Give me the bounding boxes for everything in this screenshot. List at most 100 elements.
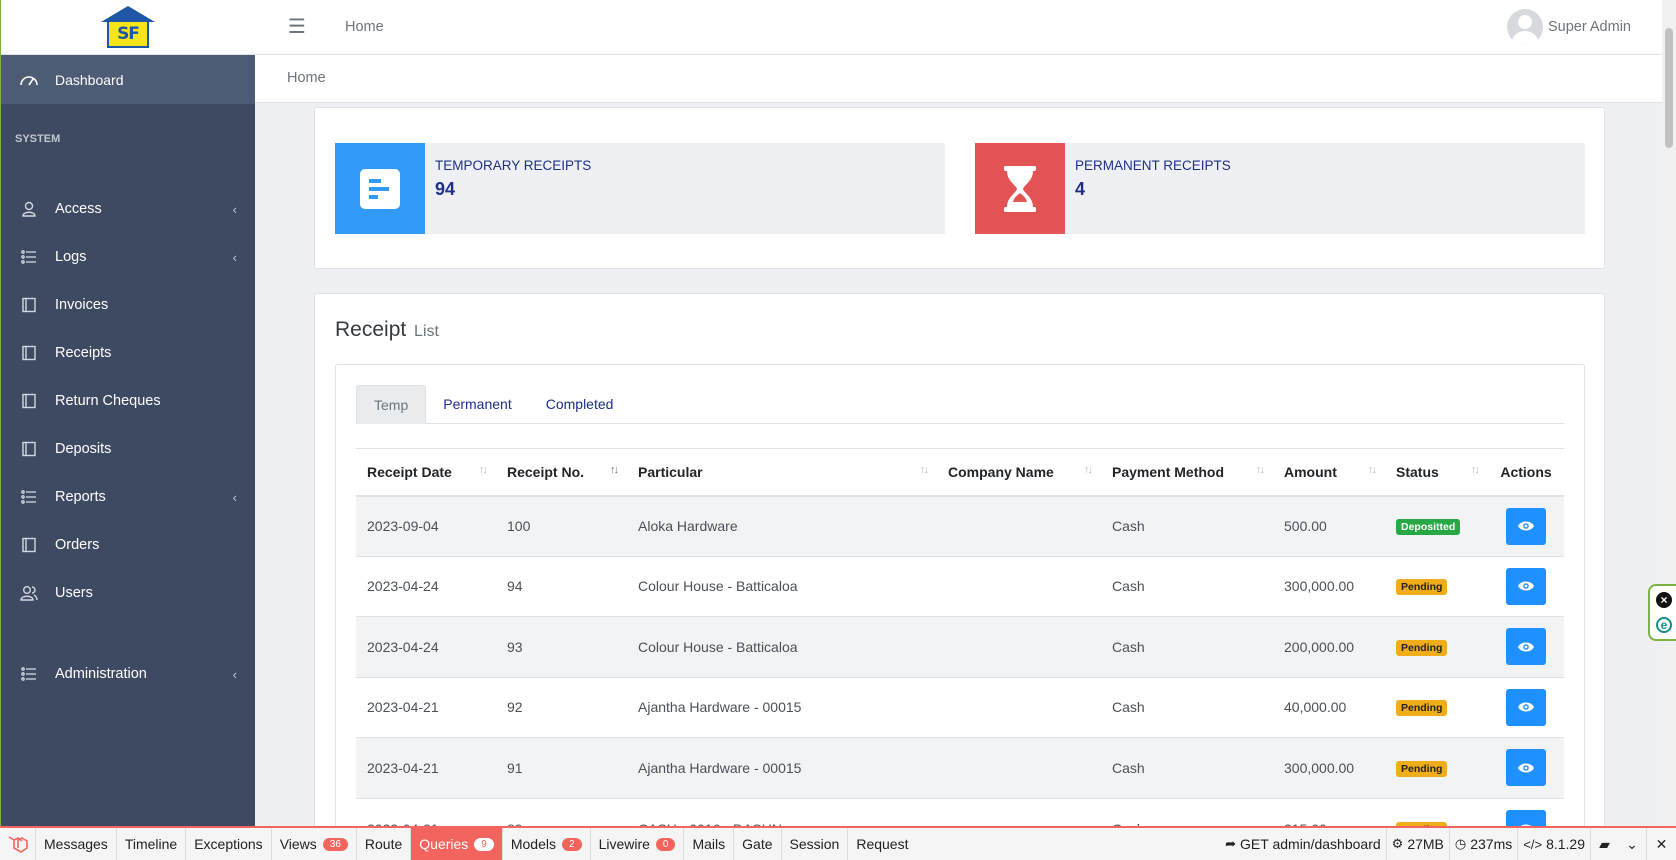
permanent-receipts-box: PERMANENT RECEIPTS 4 xyxy=(975,143,1585,234)
sidebar-item-invoices[interactable]: Invoices xyxy=(1,281,255,329)
debugbar-tab-messages[interactable]: Messages xyxy=(36,828,117,860)
debugbar-tab-queries[interactable]: Queries 9 xyxy=(411,828,503,860)
view-button[interactable] xyxy=(1506,688,1546,726)
cell-status: Pending xyxy=(1385,555,1488,617)
user-menu[interactable]: Super Admin xyxy=(1506,9,1631,45)
debugbar-tab-request[interactable]: Request xyxy=(848,828,916,860)
debugbar-tab-mails[interactable]: Mails xyxy=(684,828,735,860)
view-button[interactable] xyxy=(1506,628,1546,666)
menu-toggle-icon[interactable]: ☰ xyxy=(288,16,306,38)
book-icon xyxy=(19,344,39,362)
close-circle-icon[interactable]: × xyxy=(1656,592,1672,608)
card-title-main: Receipt xyxy=(335,318,407,341)
cell-amount: 300,000.00 xyxy=(1273,555,1385,617)
sidebar-item-logs[interactable]: Logs ‹ xyxy=(1,233,255,281)
cell-receipt-no: 94 xyxy=(496,555,627,617)
laravel-logo-icon[interactable] xyxy=(0,828,36,860)
card-title: Receipt List xyxy=(335,318,439,342)
sort-desc-icon: ↑↓ xyxy=(610,464,619,476)
list-icon xyxy=(19,488,39,506)
receipt-list-icon xyxy=(335,143,425,234)
debugbar-tab-exceptions[interactable]: Exceptions xyxy=(186,828,272,860)
sidebar-item-label: Users xyxy=(55,585,93,601)
receipt-panel: Temp Permanent Completed Receipt Date ↑↓ … xyxy=(335,364,1585,860)
tab-temp[interactable]: Temp xyxy=(356,385,427,424)
sidebar-item-return-cheques[interactable]: Return Cheques xyxy=(1,377,255,425)
nav-home-link[interactable]: Home xyxy=(345,19,384,35)
debugbar-tab-label: Models xyxy=(510,836,556,852)
route-indicator[interactable]: ➦ GET admin/dashboard xyxy=(1220,828,1386,860)
sidebar-item-label: Return Cheques xyxy=(55,393,161,409)
debugbar-tab-livewire[interactable]: Livewire 0 xyxy=(591,828,685,860)
chevron-down-icon[interactable]: ⌄ xyxy=(1626,835,1638,852)
temporary-receipts-count: 94 xyxy=(435,179,456,199)
memory-text: 27MB xyxy=(1407,836,1444,852)
sidebar-item-dashboard[interactable]: Dashboard xyxy=(1,55,255,104)
debugbar-tab-views[interactable]: Views 36 xyxy=(272,828,357,860)
sidebar-item-orders[interactable]: Orders xyxy=(1,521,255,569)
cell-payment-method: Cash xyxy=(1101,616,1273,677)
sidebar-item-label: Access xyxy=(55,201,102,217)
cell-actions xyxy=(1488,555,1564,617)
debugbar-tab-label: Views xyxy=(279,836,317,852)
open-folder-icon[interactable]: ▰ xyxy=(1590,828,1618,860)
cell-receipt-date: 2023-04-24 xyxy=(356,616,496,677)
avatar xyxy=(1506,9,1543,45)
table-row: 2023-04-21 91 Ajantha Hardware - 00015 C… xyxy=(356,737,1564,798)
debugbar-tab-route[interactable]: Route xyxy=(357,828,412,860)
page-scrollbar[interactable] xyxy=(1662,0,1676,826)
sidebar-item-users[interactable]: Users xyxy=(1,569,255,617)
scrollbar-thumb[interactable] xyxy=(1665,28,1673,148)
sidebar-item-access[interactable]: Access ‹ xyxy=(1,185,255,233)
receipt-tabs: Temp Permanent Completed xyxy=(356,385,1564,424)
close-icon[interactable]: ✕ xyxy=(1646,828,1676,860)
cell-payment-method: Cash xyxy=(1101,555,1273,617)
column-label: Company Name xyxy=(948,463,1054,480)
chevron-left-icon: ‹ xyxy=(232,201,237,217)
column-header-status[interactable]: Status ↑↓ xyxy=(1385,448,1488,497)
time-indicator[interactable]: ◷ 237ms xyxy=(1448,828,1517,860)
sidebar-item-administration[interactable]: Administration ‹ xyxy=(1,650,255,698)
permanent-receipts-count: 4 xyxy=(1075,179,1086,199)
sidebar-item-reports[interactable]: Reports ‹ xyxy=(1,473,255,521)
sidebar-item-label: Receipts xyxy=(55,345,112,361)
cell-receipt-no: 100 xyxy=(496,495,627,556)
column-header-company-name[interactable]: Company Name ↑↓ xyxy=(937,448,1101,497)
cell-company-name xyxy=(937,737,1101,798)
column-header-receipt-no[interactable]: Receipt No. ↑↓ xyxy=(496,448,627,497)
debugbar-tab-gate[interactable]: Gate xyxy=(734,828,782,860)
cell-payment-method: Cash xyxy=(1101,495,1273,556)
cell-actions xyxy=(1488,737,1564,798)
share-icon: ➦ xyxy=(1225,836,1237,851)
view-button[interactable] xyxy=(1506,507,1546,545)
extension-e-icon[interactable]: e xyxy=(1656,617,1672,633)
column-header-amount[interactable]: Amount ↑↓ xyxy=(1273,448,1385,497)
debugbar-tab-timeline[interactable]: Timeline xyxy=(117,828,187,860)
debugbar-tab-session[interactable]: Session xyxy=(782,828,849,860)
column-label: Particular xyxy=(638,463,703,480)
debugbar-tab-label: Route xyxy=(364,836,403,852)
column-label: Receipt No. xyxy=(507,463,585,480)
view-button[interactable] xyxy=(1506,749,1546,787)
cell-amount: 200,000.00 xyxy=(1273,616,1385,677)
view-button[interactable] xyxy=(1506,567,1546,605)
sidebar-item-label: Reports xyxy=(55,489,106,505)
cell-status: Pending xyxy=(1385,737,1488,798)
php-version-indicator[interactable]: </> 8.1.29 xyxy=(1517,828,1590,860)
debugbar-tab-label: Timeline xyxy=(124,836,178,852)
column-header-receipt-date[interactable]: Receipt Date ↑↓ xyxy=(356,448,496,497)
sidebar-item-deposits[interactable]: Deposits xyxy=(1,425,255,473)
debugbar-tab-models[interactable]: Models 2 xyxy=(503,828,591,860)
brand[interactable]: SF xyxy=(1,0,255,55)
tab-completed[interactable]: Completed xyxy=(545,396,614,412)
cell-actions xyxy=(1488,495,1564,556)
users-icon xyxy=(19,584,39,602)
column-header-payment-method[interactable]: Payment Method ↑↓ xyxy=(1101,448,1273,497)
cell-payment-method: Cash xyxy=(1101,737,1273,798)
eye-icon xyxy=(1518,702,1534,712)
tab-permanent[interactable]: Permanent xyxy=(443,396,512,412)
sidebar-item-receipts[interactable]: Receipts xyxy=(1,329,255,377)
brand-logo[interactable]: SF xyxy=(101,6,155,48)
memory-indicator[interactable]: ⚙ 27MB xyxy=(1385,828,1449,860)
column-header-particular[interactable]: Particular ↑↓ xyxy=(627,448,937,497)
